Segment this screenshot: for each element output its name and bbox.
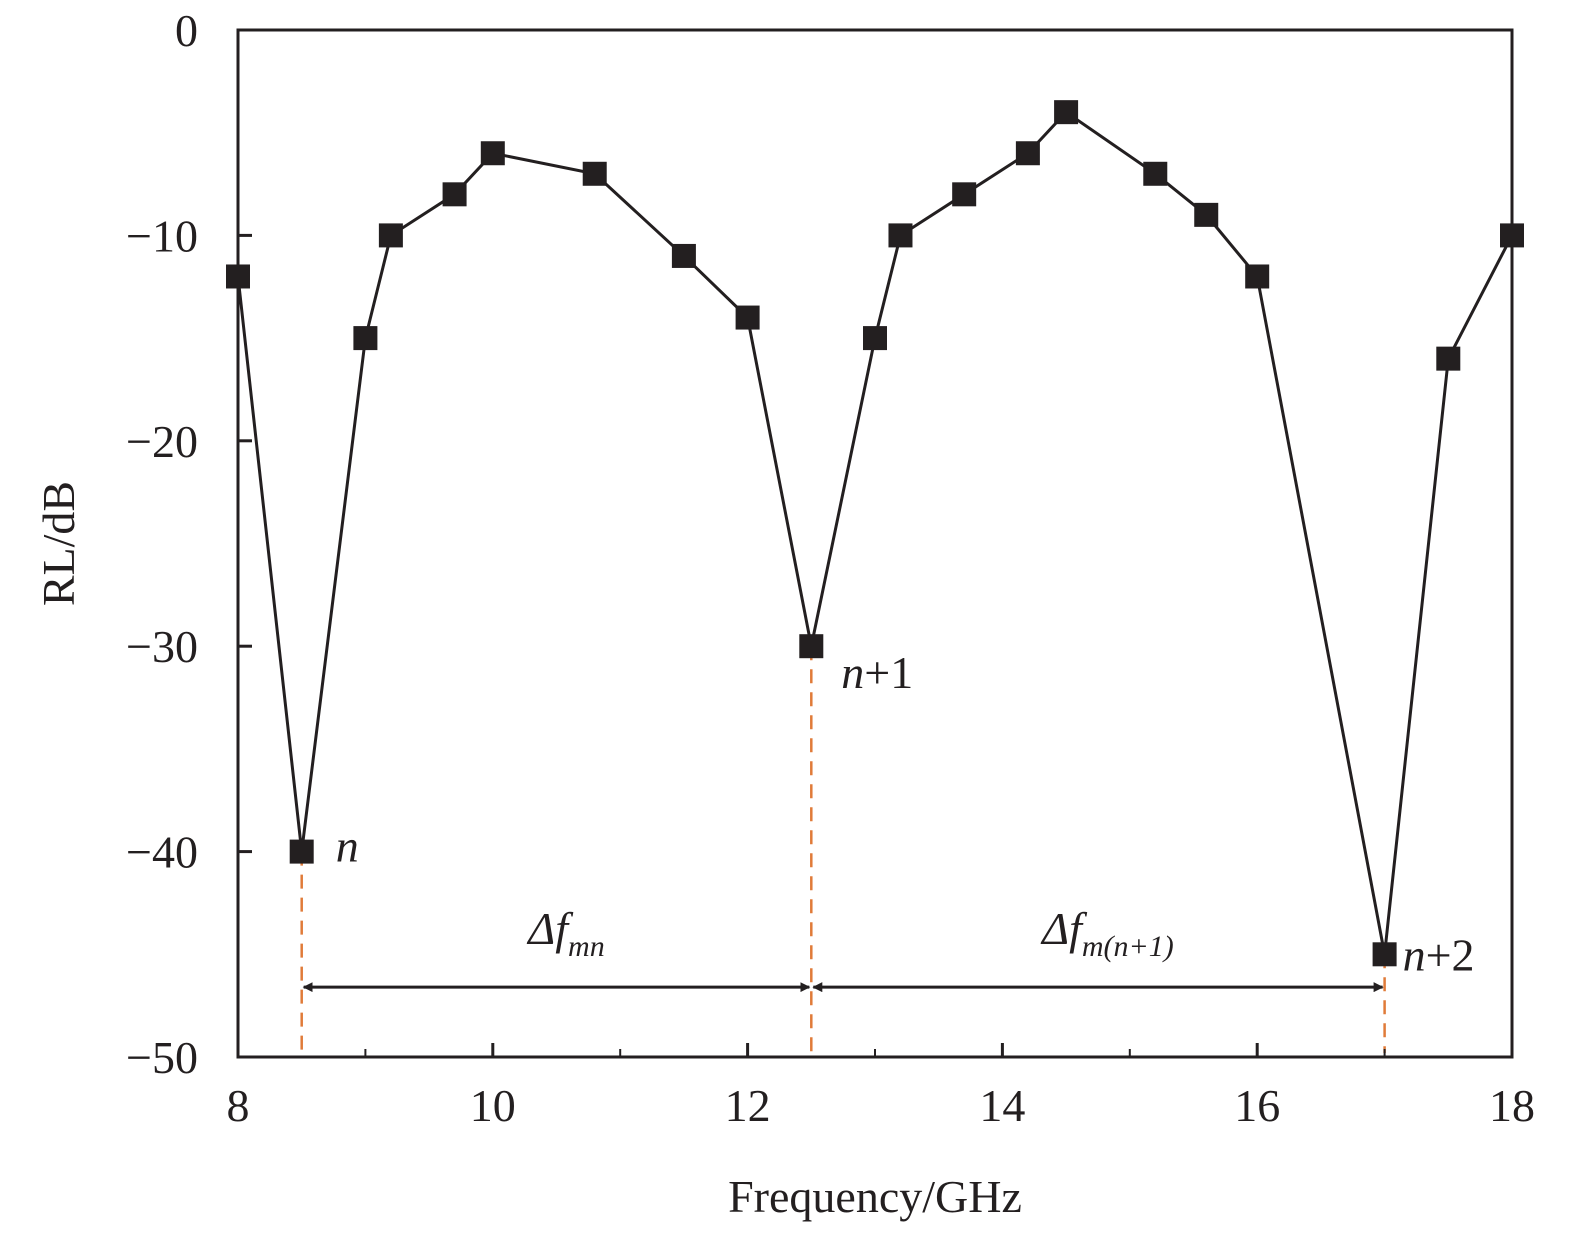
minimum-label: n+2 (1403, 929, 1475, 980)
span-label-main: Δf (1040, 903, 1088, 954)
x-tick-label: 16 (1234, 1080, 1280, 1131)
data-point (289, 839, 314, 864)
x-tick-label: 8 (227, 1080, 250, 1131)
data-point (1054, 100, 1079, 125)
y-tick-label: −30 (126, 621, 198, 672)
minimum-label: n (336, 821, 359, 872)
y-axis-title: RL/dB (33, 481, 84, 606)
data-point (1372, 942, 1397, 967)
y-tick-label: 0 (175, 5, 198, 56)
data-point (1245, 264, 1270, 289)
data-point (952, 182, 977, 207)
data-point (888, 223, 913, 248)
span-label-main: Δf (526, 903, 574, 954)
y-tick-label: −40 (126, 827, 198, 878)
series-line (236, 110, 1514, 955)
data-point (378, 223, 403, 248)
data-point (735, 305, 760, 330)
minimum-label-var: n (336, 821, 359, 872)
data-point (582, 161, 607, 186)
y-tick-label: −10 (126, 210, 198, 261)
minimum-label-var: n (841, 647, 864, 698)
data-point (1015, 141, 1040, 166)
minimum-label-var: n (1403, 929, 1426, 980)
minimum-label-offset: +2 (1426, 929, 1475, 980)
data-point (799, 634, 824, 659)
x-axis-title: Frequency/GHz (728, 1171, 1022, 1222)
data-point (1143, 161, 1168, 186)
data-point (480, 141, 505, 166)
data-point (442, 182, 467, 207)
data-point (671, 243, 696, 268)
plot-frame (236, 28, 1514, 1059)
data-point (1436, 346, 1461, 371)
x-tick-label: 10 (470, 1080, 516, 1131)
data-point (863, 326, 887, 351)
data-point (1194, 202, 1219, 227)
x-tick-label: 18 (1489, 1080, 1535, 1131)
minimum-label-offset: +1 (864, 647, 913, 698)
minimum-label: n+1 (841, 647, 913, 698)
span-label: Δfmn (526, 903, 604, 963)
y-tick-label: −50 (126, 1032, 198, 1083)
x-tick-label: 12 (725, 1080, 771, 1131)
span-label-sub: m(n+1) (1082, 930, 1174, 963)
span-label-sub: mn (568, 930, 605, 963)
data-point (353, 326, 378, 351)
x-tick-label: 14 (979, 1080, 1025, 1131)
span-label: Δfm(n+1) (1040, 903, 1174, 963)
y-tick-label: −20 (126, 416, 198, 467)
